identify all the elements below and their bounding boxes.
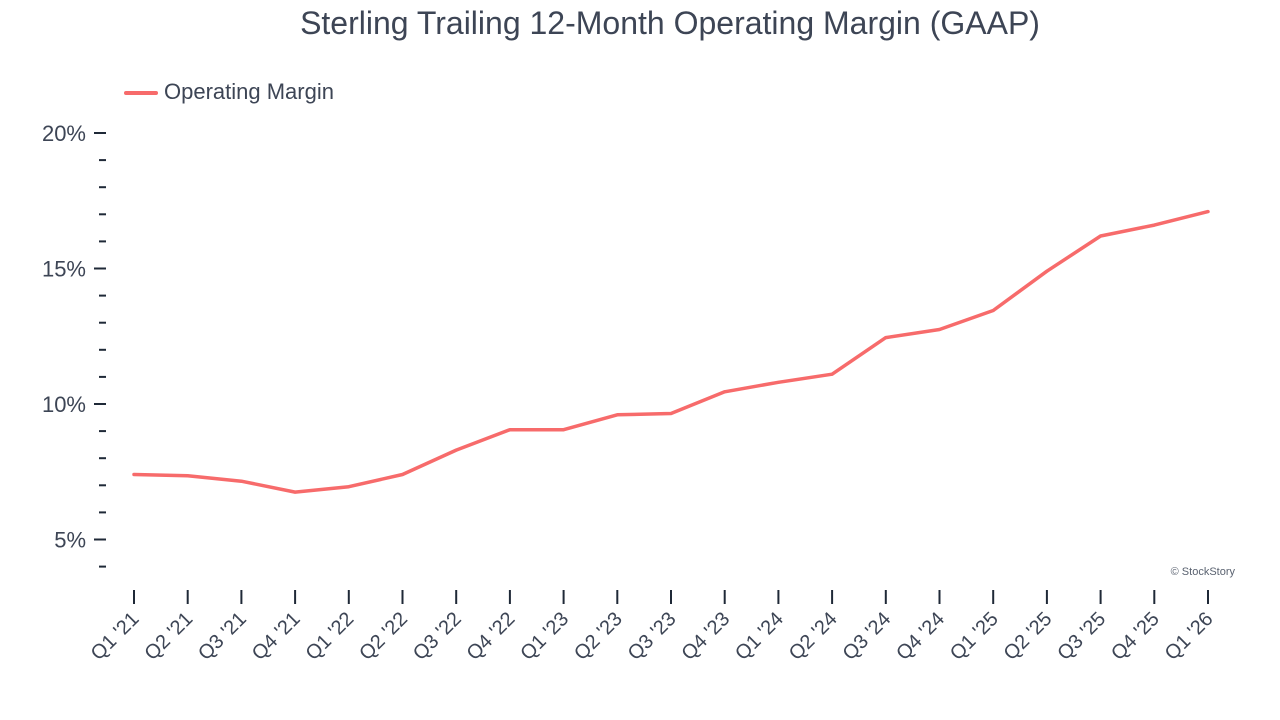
x-tick-label: Q2 '22 <box>355 608 412 665</box>
data-point <box>615 413 619 417</box>
x-tick-label: Q1 '25 <box>946 608 1003 665</box>
data-point <box>723 390 727 394</box>
x-tick-label: Q2 '23 <box>570 608 627 665</box>
data-point <box>1045 269 1049 273</box>
chart-title: Sterling Trailing 12-Month Operating Mar… <box>300 5 1040 41</box>
data-point <box>1099 234 1103 238</box>
x-tick-label: Q3 '23 <box>624 608 681 665</box>
data-point <box>669 411 673 415</box>
x-tick-label: Q1 '22 <box>302 608 359 665</box>
x-tick-label: Q4 '23 <box>677 608 734 665</box>
data-point <box>401 472 404 476</box>
data-point <box>938 327 941 331</box>
y-tick-label: 10% <box>42 392 86 417</box>
legend: Operating Margin <box>124 79 334 104</box>
x-tick-label: Q2 '21 <box>140 608 197 665</box>
data-point <box>1206 210 1210 214</box>
x-tick-label: Q3 '24 <box>839 608 896 665</box>
data-point <box>1152 223 1156 227</box>
x-tick-label: Q1 '26 <box>1161 608 1218 665</box>
plot-area <box>132 209 1210 494</box>
legend-label: Operating Margin <box>164 79 334 104</box>
data-point <box>991 309 995 313</box>
data-point <box>562 428 566 432</box>
data-point <box>454 448 458 452</box>
series-line-operating-margin <box>132 209 1210 494</box>
credit-text: © StockStory <box>1171 566 1236 578</box>
data-point <box>347 485 351 489</box>
y-tick-label: 20% <box>42 121 86 146</box>
x-tick-label: Q4 '21 <box>248 608 305 665</box>
data-point <box>239 479 243 483</box>
data-point <box>776 380 780 384</box>
y-tick-label: 15% <box>42 257 86 282</box>
x-tick-label: Q2 '24 <box>785 608 842 665</box>
data-point <box>293 490 297 494</box>
x-tick-label: Q4 '25 <box>1107 608 1164 665</box>
x-tick-label: Q3 '22 <box>409 608 466 665</box>
x-tick-label: Q2 '25 <box>1000 608 1057 665</box>
data-point <box>830 372 834 376</box>
x-tick-label: Q3 '21 <box>194 608 251 665</box>
x-tick-label: Q3 '25 <box>1053 608 1110 665</box>
y-axis: 5% 10% 15% 20% <box>42 121 106 568</box>
y-tick-label: 5% <box>54 528 86 553</box>
x-tick-label: Q1 '23 <box>516 608 573 665</box>
x-tick-label: Q1 '24 <box>731 608 788 665</box>
x-tick-label: Q4 '24 <box>892 608 949 665</box>
x-tick-label: Q4 '22 <box>463 608 520 665</box>
x-tick-label: Q1 '21 <box>87 608 144 665</box>
data-point <box>508 428 512 432</box>
data-point <box>884 336 888 340</box>
data-point <box>132 472 136 476</box>
data-point <box>186 474 190 478</box>
